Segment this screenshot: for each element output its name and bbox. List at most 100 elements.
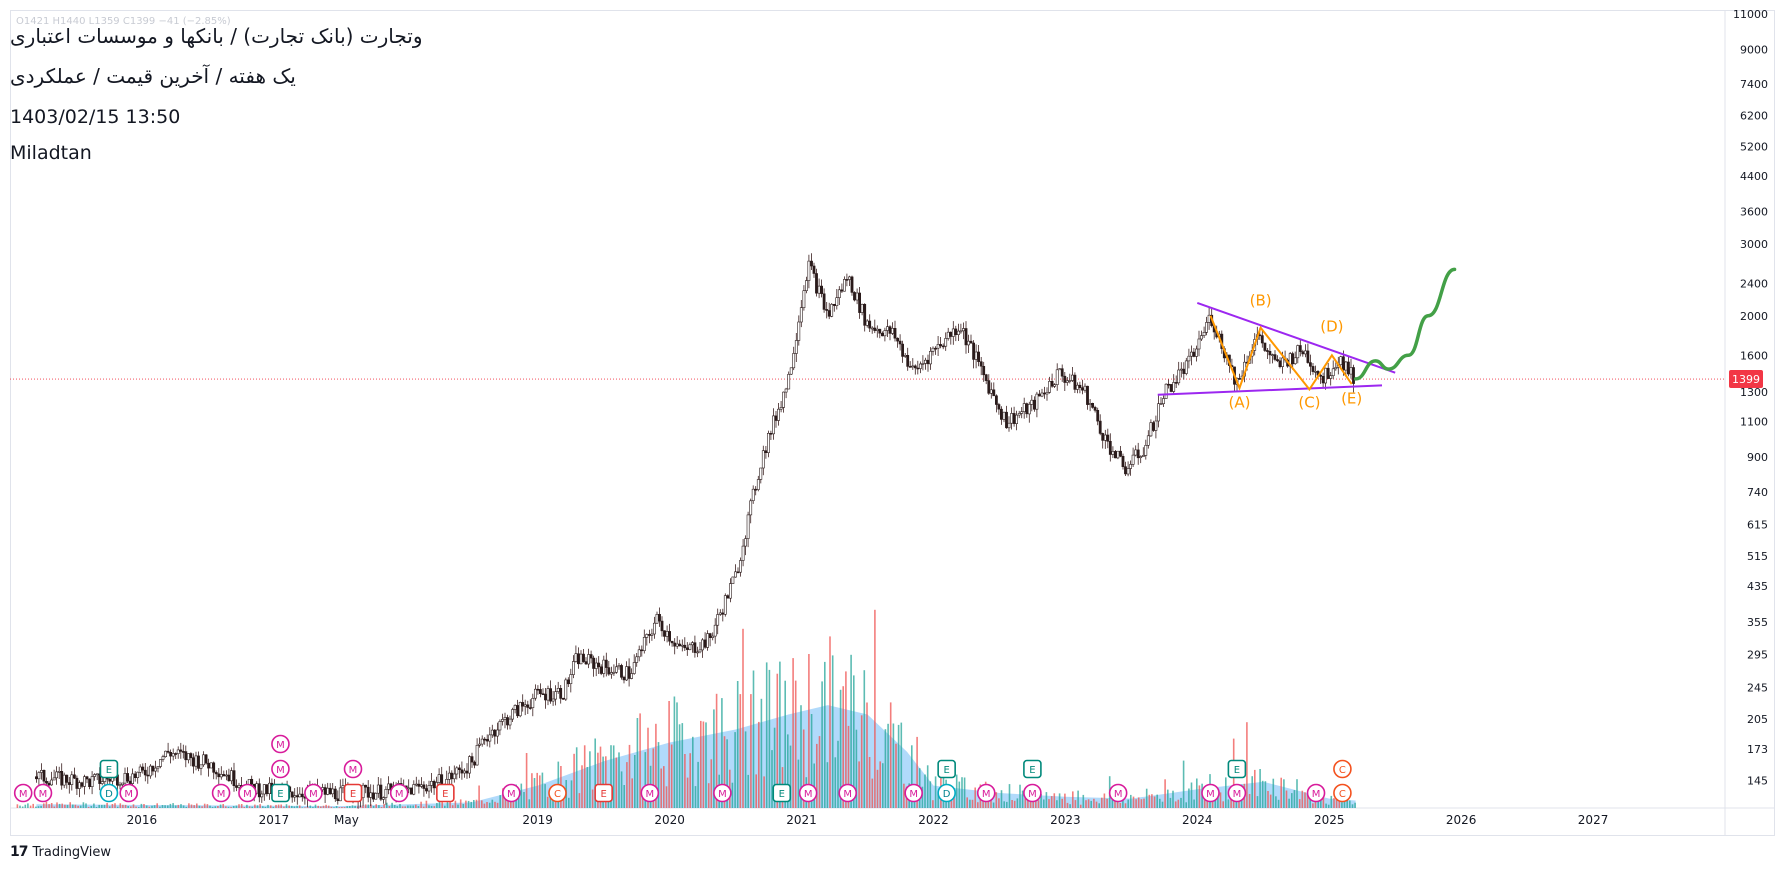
event-marker-d[interactable]: D [99, 783, 119, 803]
event-marker-letter: M [309, 789, 318, 800]
tradingview-brand[interactable]: 17 TradingView [10, 844, 111, 860]
candle-body [298, 793, 302, 798]
candle-body [827, 310, 831, 317]
event-marker-m[interactable]: M [343, 759, 363, 779]
candle [977, 345, 981, 367]
event-marker-e[interactable]: E [937, 759, 956, 779]
event-marker-m[interactable]: M [976, 783, 996, 803]
event-marker-m[interactable]: M [798, 783, 818, 803]
event-marker-e[interactable]: E [594, 783, 613, 803]
event-marker-c[interactable]: C [1333, 783, 1352, 803]
candle [374, 792, 378, 800]
volume-bar [950, 800, 953, 808]
candle [807, 254, 811, 289]
volume-bar [341, 807, 343, 808]
event-marker-m[interactable]: M [33, 783, 53, 803]
event-marker-m[interactable]: M [119, 783, 139, 803]
candle [858, 287, 862, 319]
volume-bar [528, 799, 531, 808]
event-marker-m[interactable]: M [13, 783, 33, 803]
x-tick-label-10: 2026 [1446, 813, 1477, 827]
event-marker-m[interactable]: M [211, 783, 231, 803]
volume-bar [77, 805, 79, 808]
candle [559, 685, 563, 704]
candle-body [987, 380, 991, 394]
candle [853, 291, 856, 302]
event-marker-c[interactable]: C [1333, 759, 1352, 779]
event-marker-e[interactable]: E [436, 783, 455, 803]
event-marker-circle [1306, 783, 1326, 803]
volume-bar [396, 806, 399, 808]
candles [34, 253, 1355, 809]
candle [584, 657, 588, 665]
volume-bar [1161, 801, 1164, 808]
candle [447, 766, 451, 786]
candle [1154, 415, 1158, 439]
candle [617, 663, 621, 670]
volume-bar [132, 804, 135, 808]
event-marker-m[interactable]: M [502, 783, 521, 803]
candle-body [569, 674, 573, 684]
candle [341, 778, 345, 794]
volume-bar [929, 781, 932, 808]
candle-body [1184, 360, 1188, 374]
event-marker-d[interactable]: D [937, 783, 956, 803]
event-marker-e[interactable]: E [99, 759, 119, 779]
candle [531, 693, 535, 717]
event-marker-circle [1227, 783, 1247, 803]
event-marker-e[interactable]: E [1227, 759, 1247, 779]
volume-bar [546, 796, 549, 808]
event-marker-m[interactable]: M [271, 734, 290, 754]
volume-bar [702, 721, 705, 808]
event-marker-m[interactable]: M [238, 783, 257, 803]
volume-bar [1082, 794, 1085, 808]
volume-bar [130, 806, 132, 808]
event-marker-m[interactable]: M [904, 783, 923, 803]
candle [604, 652, 608, 677]
candle [257, 778, 261, 803]
event-marker-e[interactable]: E [271, 783, 290, 803]
candle-body [635, 656, 639, 663]
volume-bar [196, 803, 198, 808]
candle-body [675, 643, 679, 647]
volume-bar [903, 783, 905, 808]
event-marker-c[interactable]: C [548, 783, 567, 803]
volume-bar [739, 694, 742, 808]
volume-bar [736, 681, 739, 808]
candle [67, 777, 71, 794]
candle [1339, 355, 1343, 369]
candle-body [1007, 422, 1011, 429]
event-marker-m[interactable]: M [640, 783, 660, 803]
candle-body [746, 514, 750, 539]
event-marker-m[interactable]: M [1306, 783, 1326, 803]
event-marker-m[interactable]: M [389, 783, 409, 803]
candle-body [977, 351, 981, 362]
volume-bar [58, 803, 61, 808]
event-marker-m[interactable]: M [838, 783, 858, 803]
event-marker-e[interactable]: E [772, 783, 792, 803]
volume-bar [333, 807, 335, 808]
event-marker-e[interactable]: E [1023, 759, 1042, 779]
volume-bar [1019, 784, 1021, 808]
event-marker-m[interactable]: M [304, 783, 323, 803]
volume-bar [977, 802, 979, 808]
volume-bar [1185, 802, 1187, 808]
event-marker-m[interactable]: M [1201, 783, 1220, 803]
event-marker-m[interactable]: M [1108, 783, 1128, 803]
candle-body [1149, 422, 1153, 437]
candle-body [1146, 435, 1150, 446]
event-marker-m[interactable]: M [713, 783, 732, 803]
candle-body [118, 784, 122, 787]
event-marker-m[interactable]: M [1023, 783, 1042, 803]
volume-bar [647, 727, 649, 808]
candle [156, 766, 160, 773]
volume-bar [1251, 776, 1253, 808]
event-marker-m[interactable]: M [271, 759, 290, 779]
event-marker-m[interactable]: M [1227, 783, 1247, 803]
candle [594, 657, 598, 677]
volume-bar [539, 775, 541, 808]
candle [328, 783, 332, 795]
event-marker-e[interactable]: E [343, 783, 363, 803]
volume-bar [50, 803, 53, 808]
